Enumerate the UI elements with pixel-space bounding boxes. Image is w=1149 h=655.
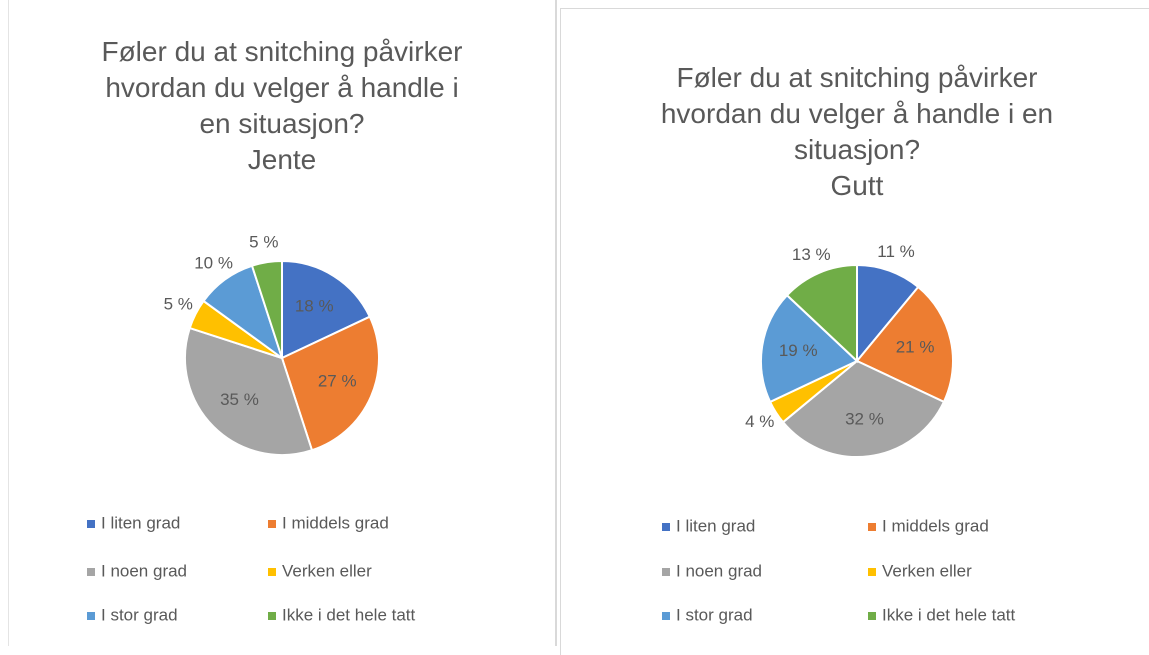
chart-title: Føler du at snitching påvirker hvordan d… xyxy=(92,34,472,178)
data-label: 5 % xyxy=(249,233,278,252)
legend-marker xyxy=(662,523,670,531)
pie-slice xyxy=(855,285,954,404)
data-label: 19 % xyxy=(779,341,818,360)
legend-marker xyxy=(268,568,276,576)
legend-marker xyxy=(268,612,276,620)
legend-label: I liten grad xyxy=(676,516,755,535)
data-label: 21 % xyxy=(896,338,935,357)
legend-label: Verken eller xyxy=(882,561,972,580)
legend-marker xyxy=(87,520,95,528)
legend-label: I middels grad xyxy=(882,516,989,535)
panel-left xyxy=(8,0,557,646)
data-label: 10 % xyxy=(194,253,233,272)
title-text: Føler du at snitching påvirker hvordan d… xyxy=(101,36,463,139)
pie-slice xyxy=(856,263,920,364)
chart-title: Føler du at snitching påvirker hvordan d… xyxy=(637,60,1077,204)
legend-label: Ikke i det hele tatt xyxy=(882,605,1016,624)
pie-slice xyxy=(785,263,858,364)
pie-slice xyxy=(760,293,859,404)
legend-label: I liten grad xyxy=(101,513,180,532)
data-label: 4 % xyxy=(745,412,774,431)
data-label: 13 % xyxy=(792,245,831,264)
pie-slice xyxy=(280,315,380,452)
legend-label: I stor grad xyxy=(101,605,178,624)
legend-label: I noen grad xyxy=(101,561,187,580)
legend-marker xyxy=(662,612,670,620)
pie-slice xyxy=(184,326,314,456)
data-label: 5 % xyxy=(164,295,193,314)
legend-label: Ikke i det hele tatt xyxy=(282,605,416,624)
subtitle-text: Gutt xyxy=(830,170,884,201)
legend-marker xyxy=(662,568,670,576)
data-label: 35 % xyxy=(220,390,259,409)
data-label: 18 % xyxy=(295,297,334,316)
title-text: Føler du at snitching påvirker hvordan d… xyxy=(660,62,1054,165)
legend-label: Verken eller xyxy=(282,561,372,580)
pie-slice xyxy=(281,259,372,360)
legend-marker xyxy=(268,520,276,528)
legend-marker xyxy=(868,568,876,576)
data-label: 11 % xyxy=(877,242,915,261)
data-label: 32 % xyxy=(845,410,884,429)
panel-right xyxy=(560,8,1149,655)
subtitle-text: Jente xyxy=(247,144,317,175)
data-label: 27 % xyxy=(318,371,357,390)
pie-slice xyxy=(250,259,283,359)
legend-label: I stor grad xyxy=(676,605,753,624)
legend-marker xyxy=(868,523,876,531)
pie-slice xyxy=(781,359,946,458)
legend-marker xyxy=(87,568,95,576)
legend-marker xyxy=(868,612,876,620)
legend-label: I middels grad xyxy=(282,513,389,532)
legend-label: I noen grad xyxy=(676,561,762,580)
legend-marker xyxy=(87,612,95,620)
